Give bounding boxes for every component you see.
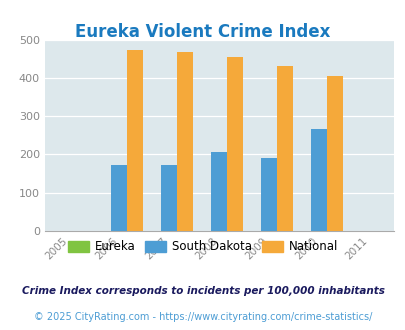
Bar [127,50,143,231]
Text: Eureka Violent Crime Index: Eureka Violent Crime Index [75,23,330,41]
Bar [227,57,243,231]
Bar [161,165,177,231]
Bar [260,158,277,231]
Bar [310,129,326,231]
Bar [326,76,342,231]
Text: © 2025 CityRating.com - https://www.cityrating.com/crime-statistics/: © 2025 CityRating.com - https://www.city… [34,312,371,322]
Bar [111,165,127,231]
Bar [277,66,292,231]
Bar [211,152,227,231]
Bar [177,52,193,231]
Legend: Eureka, South Dakota, National: Eureka, South Dakota, National [63,236,342,258]
Text: Crime Index corresponds to incidents per 100,000 inhabitants: Crime Index corresponds to incidents per… [21,286,384,296]
